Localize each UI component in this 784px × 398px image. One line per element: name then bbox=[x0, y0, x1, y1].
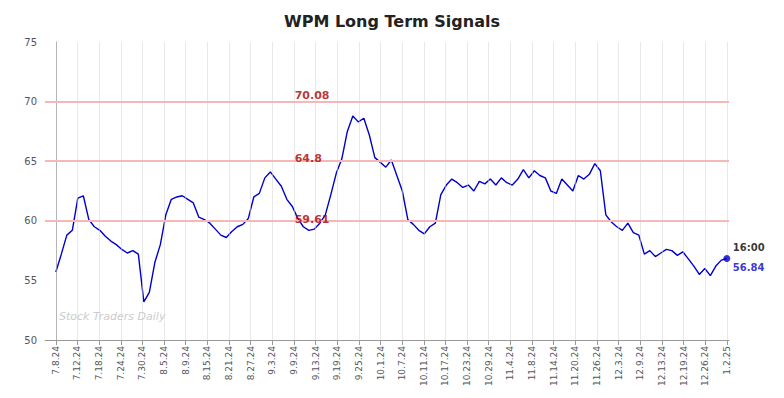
svg-text:10.17.24: 10.17.24 bbox=[440, 346, 450, 386]
svg-text:9.25.24: 9.25.24 bbox=[354, 346, 364, 381]
svg-text:9.3.24: 9.3.24 bbox=[267, 346, 277, 375]
svg-text:10.1.24: 10.1.24 bbox=[376, 346, 386, 381]
svg-text:11.4.24: 11.4.24 bbox=[505, 346, 515, 381]
svg-text:11.8.24: 11.8.24 bbox=[527, 346, 537, 381]
svg-text:12.3.24: 12.3.24 bbox=[614, 346, 624, 381]
svg-text:12.26.24: 12.26.24 bbox=[700, 346, 710, 386]
svg-text:WPM Long Term Signals: WPM Long Term Signals bbox=[284, 12, 500, 31]
svg-text:70.08: 70.08 bbox=[295, 89, 330, 102]
svg-text:12.9.24: 12.9.24 bbox=[635, 346, 645, 381]
svg-text:7.18.24: 7.18.24 bbox=[94, 346, 104, 381]
svg-text:7.24.24: 7.24.24 bbox=[116, 346, 126, 381]
svg-text:65: 65 bbox=[24, 156, 37, 167]
svg-text:1.2.25: 1.2.25 bbox=[722, 346, 732, 375]
svg-text:50: 50 bbox=[24, 335, 37, 346]
svg-text:11.14.24: 11.14.24 bbox=[549, 346, 559, 386]
svg-text:8.21.24: 8.21.24 bbox=[224, 346, 234, 381]
svg-text:70: 70 bbox=[24, 96, 37, 107]
svg-text:7.30.24: 7.30.24 bbox=[137, 346, 147, 381]
svg-text:10.29.24: 10.29.24 bbox=[484, 346, 494, 386]
svg-text:11.20.24: 11.20.24 bbox=[570, 346, 580, 386]
svg-text:Stock Traders Daily: Stock Traders Daily bbox=[59, 310, 166, 323]
svg-text:9.19.24: 9.19.24 bbox=[332, 346, 342, 381]
svg-text:12.19.24: 12.19.24 bbox=[679, 346, 689, 386]
svg-text:56.84: 56.84 bbox=[733, 262, 765, 273]
svg-text:8.15.24: 8.15.24 bbox=[202, 346, 212, 381]
svg-text:7.12.24: 7.12.24 bbox=[72, 346, 82, 381]
svg-text:10.11.24: 10.11.24 bbox=[419, 346, 429, 386]
svg-text:75: 75 bbox=[24, 37, 37, 48]
svg-text:9.9.24: 9.9.24 bbox=[289, 346, 299, 375]
svg-text:12.13.24: 12.13.24 bbox=[657, 346, 667, 386]
svg-text:64.8: 64.8 bbox=[295, 152, 322, 165]
svg-text:10.23.24: 10.23.24 bbox=[462, 346, 472, 386]
svg-text:10.7.24: 10.7.24 bbox=[397, 346, 407, 381]
svg-text:8.9.24: 8.9.24 bbox=[181, 346, 191, 375]
svg-text:9.13.24: 9.13.24 bbox=[311, 346, 321, 381]
svg-text:8.27.24: 8.27.24 bbox=[246, 346, 256, 381]
svg-text:7.8.24: 7.8.24 bbox=[51, 346, 61, 375]
svg-text:60: 60 bbox=[24, 215, 37, 226]
svg-text:59.61: 59.61 bbox=[295, 213, 330, 226]
svg-text:55: 55 bbox=[24, 275, 37, 286]
svg-text:16:00: 16:00 bbox=[733, 242, 765, 253]
svg-text:8.5.24: 8.5.24 bbox=[159, 346, 169, 375]
svg-text:11.26.24: 11.26.24 bbox=[592, 346, 602, 386]
